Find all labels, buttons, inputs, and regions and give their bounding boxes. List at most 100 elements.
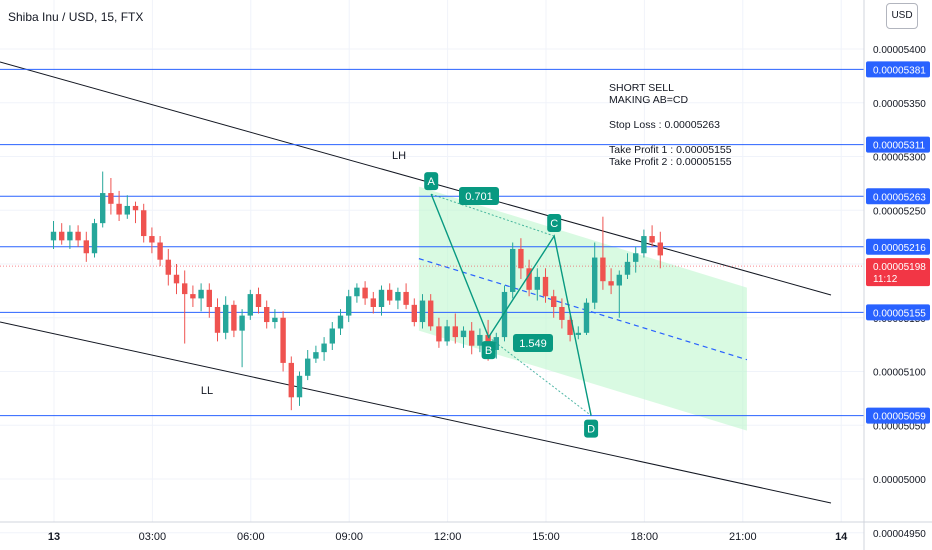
candle-body	[387, 289, 393, 301]
candle-body	[428, 300, 434, 327]
candle-body	[477, 334, 483, 346]
candle-body	[321, 343, 327, 353]
candle-body	[624, 261, 631, 275]
note-take-profit-2: Take Profit 2 : 0.00005155	[609, 156, 732, 168]
candle-body	[649, 236, 655, 243]
current-price-tag	[866, 258, 930, 287]
candle-body	[149, 236, 155, 243]
price-level-tag-label: 0.00005059	[873, 412, 926, 423]
candle-body	[460, 330, 467, 338]
current-price-label: 0.00005198	[873, 262, 926, 273]
point-label-a: A	[428, 176, 436, 188]
note-pattern: MAKING AB=CD	[609, 94, 689, 106]
price-tick-label: 0.00005100	[873, 368, 926, 379]
note-stop-loss: Stop Loss : 0.00005263	[609, 119, 720, 131]
candle-body	[469, 330, 475, 346]
time-tick-label: 12:00	[434, 531, 462, 543]
candle-body	[305, 358, 311, 376]
candle-body	[329, 328, 335, 344]
ratio-label-bd-box	[513, 334, 553, 352]
candle-body	[264, 307, 270, 323]
candle-body	[75, 231, 81, 241]
price-tick-label: 0.00005450	[873, 0, 926, 2]
price-level-tag	[866, 136, 930, 153]
price-level-tag-label: 0.00005311	[873, 141, 926, 152]
note-take-profit-1: Take Profit 1 : 0.00005155	[609, 144, 732, 156]
candle-body	[132, 205, 139, 211]
candle-body	[296, 375, 303, 398]
candle-body	[542, 276, 549, 297]
price-tick-label: 0.00005350	[873, 99, 926, 110]
candle-body	[411, 304, 417, 323]
channel-midline	[418, 258, 748, 361]
candle-body	[346, 296, 352, 316]
candle-body	[231, 304, 237, 331]
time-tick-label: 09:00	[335, 531, 363, 543]
candle-body	[67, 231, 73, 241]
candle-body	[583, 302, 590, 333]
candle-body	[633, 253, 639, 262]
candle-body	[141, 210, 147, 237]
candle-body	[526, 268, 532, 290]
candle-body	[592, 257, 598, 303]
currency-selector[interactable]: USD	[886, 3, 918, 29]
price-level-tag-label: 0.00005263	[873, 192, 926, 203]
ratio-label-ac-box	[459, 187, 499, 205]
swing-high-label: LH	[392, 150, 406, 162]
candle-body	[313, 352, 319, 359]
lower-trendline	[0, 321, 832, 504]
candle-body	[50, 231, 57, 241]
candle-body	[616, 274, 622, 286]
candle-body	[198, 289, 204, 299]
point-badge-b	[481, 341, 496, 360]
candle-body	[419, 300, 426, 323]
swing-low-label: LL	[201, 385, 213, 397]
candle-body	[600, 257, 606, 282]
candle-body	[100, 193, 106, 224]
price-level-tag	[866, 238, 930, 255]
symbol-title: Shiba Inu / USD, 15, FTX	[8, 10, 144, 24]
candle-body	[124, 205, 130, 215]
price-tick-label: 0.00005050	[873, 421, 926, 432]
candle-body	[214, 307, 221, 333]
point-badge-c	[547, 214, 562, 233]
candle-body	[223, 304, 229, 333]
point-label-c: C	[550, 218, 558, 230]
candle-body	[288, 362, 294, 398]
point-badge-d	[584, 419, 599, 438]
candle-body	[157, 242, 163, 260]
price-tick-label: 0.00005250	[873, 206, 926, 217]
time-tick-label: 15:00	[532, 531, 560, 543]
time-tick-label: 06:00	[237, 531, 265, 543]
time-tick-label: 21:00	[729, 531, 757, 543]
bar-countdown-label: 11:12	[873, 274, 898, 285]
time-tick-label: 18:00	[631, 531, 659, 543]
candle-body	[493, 337, 499, 350]
ratio-label-bd: 1.549	[519, 338, 547, 350]
time-tick-label: 13	[48, 531, 60, 543]
candle-body	[436, 326, 442, 342]
price-level-tag	[866, 61, 930, 78]
price-tick-label: 0.00005300	[873, 153, 926, 164]
candle-body	[173, 274, 180, 284]
ratio-label-ac: 0.701	[465, 191, 493, 203]
candle-body	[452, 326, 458, 338]
candle-body	[165, 259, 171, 275]
candle-body	[247, 294, 253, 316]
bd-extension-line	[488, 336, 592, 416]
upper-trendline	[0, 61, 832, 296]
candle-body	[501, 291, 508, 338]
price-level-tag	[866, 304, 930, 321]
candle-body	[116, 203, 122, 215]
candle-body	[354, 287, 360, 297]
candle-body	[559, 307, 565, 320]
candle-body	[518, 248, 524, 269]
point-label-b: B	[485, 345, 492, 357]
price-level-tag-label: 0.00005155	[873, 308, 926, 319]
candle-body	[182, 283, 188, 295]
candle-body	[255, 294, 262, 307]
price-level-tag-label: 0.00005381	[873, 65, 926, 76]
candle-body	[362, 287, 368, 299]
candle-body	[108, 193, 114, 204]
